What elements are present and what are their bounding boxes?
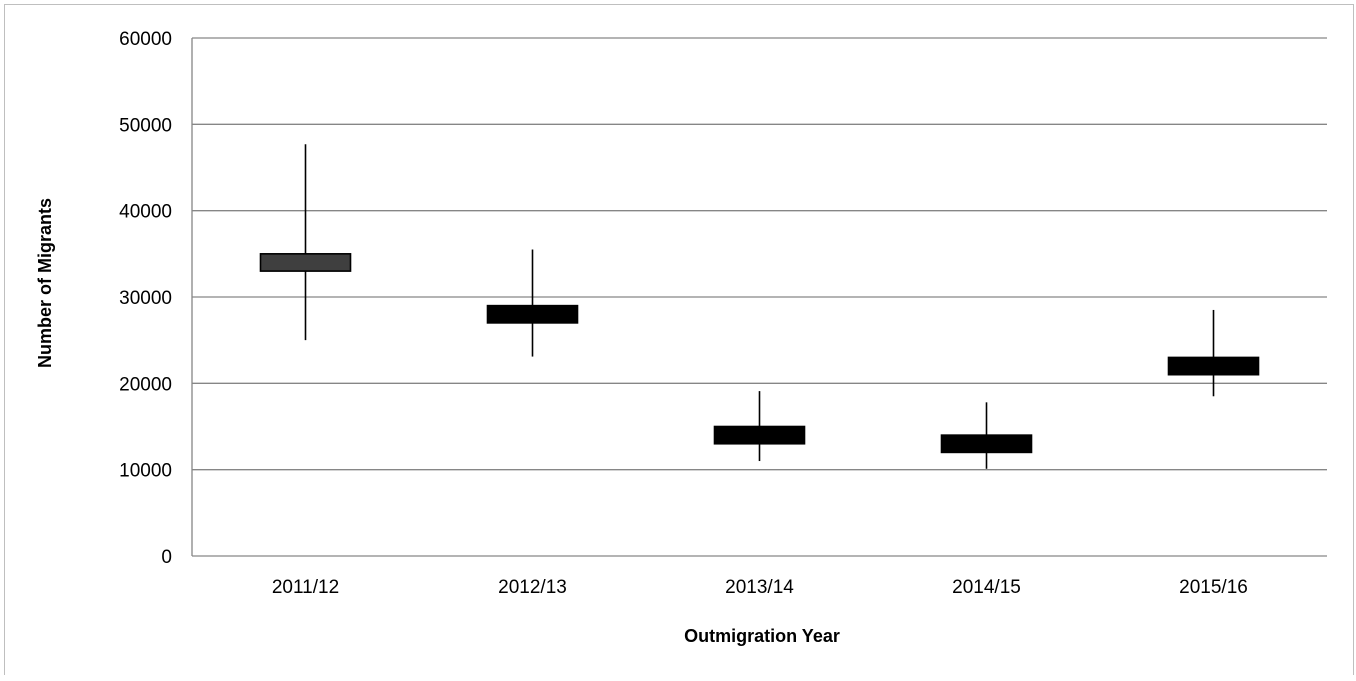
x-tick-label: 2012/13 [498,577,567,598]
candle-box [940,434,1033,454]
y-tick-label: 0 [161,547,172,568]
x-tick-label: 2011/12 [272,577,339,598]
candle-box [713,425,806,445]
candle-box [1167,356,1260,376]
x-tick-label: 2014/15 [952,577,1021,598]
y-tick-label: 10000 [119,461,172,482]
x-tick-label: 2013/14 [725,577,794,598]
y-tick-label: 60000 [119,29,172,50]
y-axis-title: Number of Migrants [35,198,55,368]
y-tick-label: 20000 [119,374,172,395]
y-tick-label: 40000 [119,202,172,223]
candles [259,144,1260,469]
candle-box [486,304,579,324]
axes [191,38,1327,557]
candle-box [259,253,352,272]
x-axis-title: Outmigration Year [684,626,840,646]
gridlines [192,37,1327,471]
candlestick-chart: 0 10000 20000 30000 40000 50000 60000 2011/12 20… [35,29,1327,646]
chart-frame: 0 10000 20000 30000 40000 50000 60000 2011/12 20… [4,4,1354,675]
x-tick-label: 2015/16 [1179,577,1248,598]
y-tick-label: 50000 [119,115,172,136]
y-tick-label: 30000 [119,288,172,309]
tick-labels: 0 10000 20000 30000 40000 50000 60000 2011/12 20… [119,29,1248,598]
